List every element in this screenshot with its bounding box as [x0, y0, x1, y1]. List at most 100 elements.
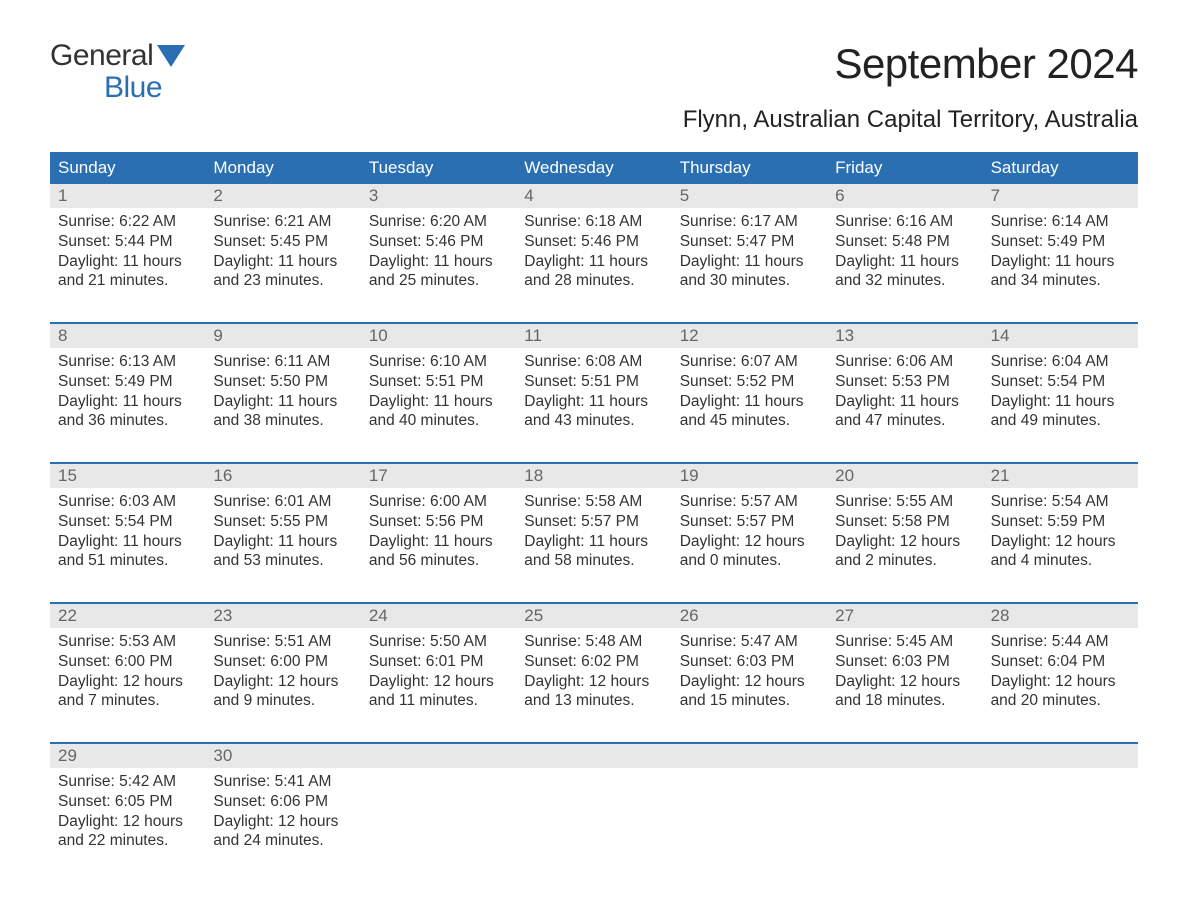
sunrise-line: Sunrise: 6:11 AM — [213, 352, 352, 372]
sunset-line: Sunset: 6:03 PM — [680, 652, 819, 672]
weeks-container: 1234567Sunrise: 6:22 AMSunset: 5:44 PMDa… — [50, 184, 1138, 864]
sunset-line: Sunset: 6:03 PM — [835, 652, 974, 672]
daynum-strip: 22232425262728 — [50, 604, 1138, 628]
day-number — [827, 744, 982, 768]
day-cell: Sunrise: 6:03 AMSunset: 5:54 PMDaylight:… — [50, 488, 205, 584]
day-cell: Sunrise: 6:14 AMSunset: 5:49 PMDaylight:… — [983, 208, 1138, 304]
daylight-line-1: Daylight: 11 hours — [835, 252, 974, 272]
sunrise-line: Sunrise: 6:06 AM — [835, 352, 974, 372]
day-number: 7 — [983, 184, 1138, 208]
day-number: 24 — [361, 604, 516, 628]
daylight-line-1: Daylight: 11 hours — [369, 392, 508, 412]
day-number: 20 — [827, 464, 982, 488]
day-number: 18 — [516, 464, 671, 488]
sunrise-line: Sunrise: 6:18 AM — [524, 212, 663, 232]
day-number: 11 — [516, 324, 671, 348]
daylight-line-1: Daylight: 11 hours — [680, 252, 819, 272]
day-cell: Sunrise: 6:10 AMSunset: 5:51 PMDaylight:… — [361, 348, 516, 444]
daylight-line-1: Daylight: 11 hours — [213, 252, 352, 272]
sunrise-line: Sunrise: 6:07 AM — [680, 352, 819, 372]
daylight-line-1: Daylight: 11 hours — [524, 532, 663, 552]
sunrise-line: Sunrise: 5:44 AM — [991, 632, 1130, 652]
sunset-line: Sunset: 5:45 PM — [213, 232, 352, 252]
daylight-line-1: Daylight: 12 hours — [524, 672, 663, 692]
day-number: 17 — [361, 464, 516, 488]
logo-word-general: General — [50, 40, 153, 72]
daylight-line-2: and 45 minutes. — [680, 411, 819, 431]
day-cell: Sunrise: 5:50 AMSunset: 6:01 PMDaylight:… — [361, 628, 516, 724]
daynum-strip: 2930 — [50, 744, 1138, 768]
daylight-line-1: Daylight: 11 hours — [369, 252, 508, 272]
week-row: Sunrise: 5:53 AMSunset: 6:00 PMDaylight:… — [50, 628, 1138, 724]
sunrise-line: Sunrise: 6:03 AM — [58, 492, 197, 512]
flag-icon — [157, 45, 185, 67]
sunrise-line: Sunrise: 6:14 AM — [991, 212, 1130, 232]
day-number: 5 — [672, 184, 827, 208]
daylight-line-2: and 18 minutes. — [835, 691, 974, 711]
day-cell: Sunrise: 5:55 AMSunset: 5:58 PMDaylight:… — [827, 488, 982, 584]
sunset-line: Sunset: 6:02 PM — [524, 652, 663, 672]
weekday-header: Sunday — [50, 152, 205, 184]
day-cell: Sunrise: 6:04 AMSunset: 5:54 PMDaylight:… — [983, 348, 1138, 444]
daylight-line-1: Daylight: 11 hours — [991, 392, 1130, 412]
daylight-line-2: and 25 minutes. — [369, 271, 508, 291]
day-cell: Sunrise: 6:06 AMSunset: 5:53 PMDaylight:… — [827, 348, 982, 444]
sunset-line: Sunset: 5:54 PM — [991, 372, 1130, 392]
daylight-line-2: and 24 minutes. — [213, 831, 352, 851]
day-number: 26 — [672, 604, 827, 628]
day-cell: Sunrise: 6:16 AMSunset: 5:48 PMDaylight:… — [827, 208, 982, 304]
day-number: 2 — [205, 184, 360, 208]
month-title: September 2024 — [683, 40, 1138, 88]
sunset-line: Sunset: 6:00 PM — [58, 652, 197, 672]
day-cell: Sunrise: 6:07 AMSunset: 5:52 PMDaylight:… — [672, 348, 827, 444]
sunrise-line: Sunrise: 5:45 AM — [835, 632, 974, 652]
weekday-header-row: SundayMondayTuesdayWednesdayThursdayFrid… — [50, 152, 1138, 184]
sunset-line: Sunset: 5:54 PM — [58, 512, 197, 532]
sunset-line: Sunset: 5:55 PM — [213, 512, 352, 532]
day-cell: Sunrise: 5:48 AMSunset: 6:02 PMDaylight:… — [516, 628, 671, 724]
sunrise-line: Sunrise: 5:53 AM — [58, 632, 197, 652]
day-cell: Sunrise: 6:13 AMSunset: 5:49 PMDaylight:… — [50, 348, 205, 444]
day-number: 9 — [205, 324, 360, 348]
sunrise-line: Sunrise: 6:21 AM — [213, 212, 352, 232]
day-number: 3 — [361, 184, 516, 208]
week-row: Sunrise: 6:03 AMSunset: 5:54 PM Daylight:… — [50, 488, 1138, 584]
sunset-line: Sunset: 6:05 PM — [58, 792, 197, 812]
daylight-line-1: Daylight: 11 hours — [58, 392, 197, 412]
day-cell: Sunrise: 6:11 AMSunset: 5:50 PMDaylight:… — [205, 348, 360, 444]
weekday-header: Thursday — [672, 152, 827, 184]
daylight-line-1: Daylight: 11 hours — [524, 252, 663, 272]
daylight-line-1: Daylight: 12 hours — [991, 532, 1130, 552]
day-cell — [361, 768, 516, 864]
daylight-line-1: Daylight: 12 hours — [369, 672, 508, 692]
day-cell: Sunrise: 6:18 AMSunset: 5:46 PMDaylight:… — [516, 208, 671, 304]
daylight-line-2: and 51 minutes. — [58, 551, 197, 571]
daylight-line-1: Daylight: 11 hours — [213, 532, 352, 552]
day-number: 1 — [50, 184, 205, 208]
daylight-line-2: and 2 minutes. — [835, 551, 974, 571]
header: General Blue September 2024 Flynn, Austr… — [50, 40, 1138, 134]
location-subtitle: Flynn, Australian Capital Territory, Aus… — [683, 106, 1138, 134]
day-cell: Sunrise: 6:17 AMSunset: 5:47 PMDaylight:… — [672, 208, 827, 304]
daylight-line-2: and 15 minutes. — [680, 691, 819, 711]
sunrise-line: Sunrise: 5:51 AM — [213, 632, 352, 652]
daylight-line-2: and 49 minutes. — [991, 411, 1130, 431]
logo-word-blue: Blue — [104, 72, 185, 104]
sunset-line: Sunset: 5:58 PM — [835, 512, 974, 532]
daylight-line-2: and 43 minutes. — [524, 411, 663, 431]
day-cell: Sunrise: 6:21 AMSunset: 5:45 PMDaylight:… — [205, 208, 360, 304]
daylight-line-1: Daylight: 12 hours — [213, 672, 352, 692]
sunrise-line: Sunrise: 5:41 AM — [213, 772, 352, 792]
day-number: 28 — [983, 604, 1138, 628]
day-number: 19 — [672, 464, 827, 488]
daylight-line-2: and 58 minutes. — [524, 551, 663, 571]
day-cell: Sunrise: 5:45 AMSunset: 6:03 PMDaylight:… — [827, 628, 982, 724]
week-row: Sunrise: 5:42 AMSunset: 6:05 PMDaylight:… — [50, 768, 1138, 864]
sunset-line: Sunset: 6:00 PM — [213, 652, 352, 672]
sunrise-line: Sunrise: 6:10 AM — [369, 352, 508, 372]
daylight-line-1: Daylight: 12 hours — [58, 672, 197, 692]
daylight-line-2: and 23 minutes. — [213, 271, 352, 291]
day-number: 23 — [205, 604, 360, 628]
daylight-line-2: and 56 minutes. — [369, 551, 508, 571]
sunset-line: Sunset: 5:44 PM — [58, 232, 197, 252]
